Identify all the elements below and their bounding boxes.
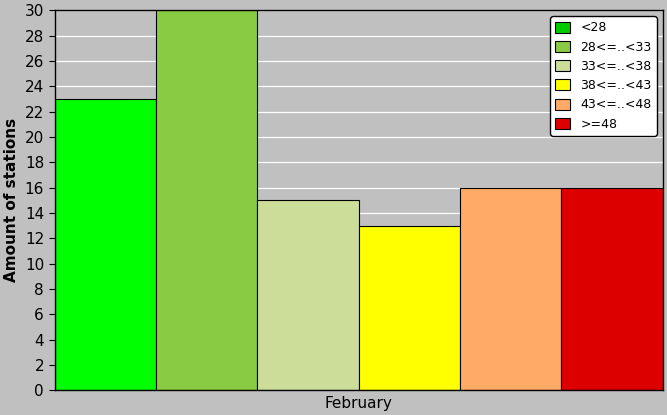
- Bar: [359, 226, 460, 390]
- Legend: <28, 28<=..<33, 33<=..<38, 38<=..<43, 43<=..<48, >=48: <28, 28<=..<33, 33<=..<38, 38<=..<43, 43…: [550, 17, 656, 136]
- Bar: [460, 188, 562, 390]
- Y-axis label: Amount of stations: Amount of stations: [4, 118, 19, 282]
- Bar: [55, 99, 156, 390]
- Bar: [257, 200, 359, 390]
- Bar: [156, 10, 257, 390]
- Bar: [562, 188, 663, 390]
- X-axis label: February: February: [325, 396, 393, 411]
